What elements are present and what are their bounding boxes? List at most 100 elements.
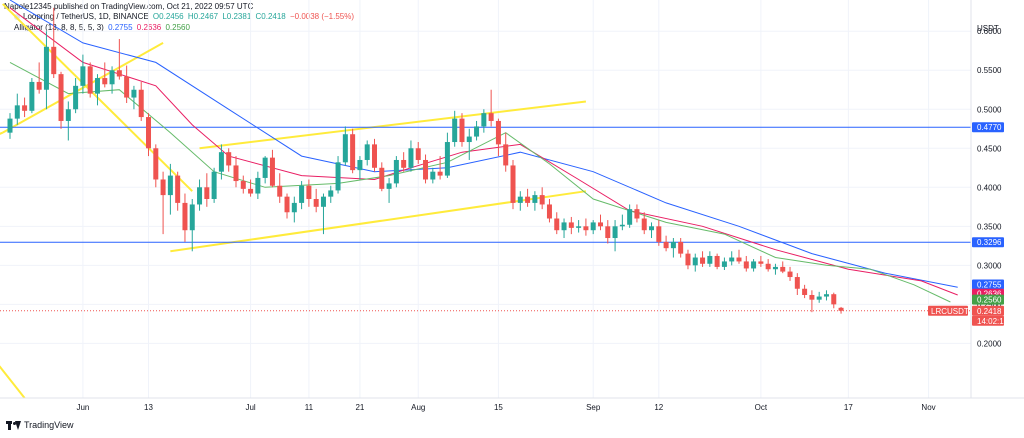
candle-body: [459, 118, 465, 143]
y-tick-label: 0.2500: [977, 300, 1002, 309]
candle-body: [167, 175, 173, 196]
candle-body: [751, 261, 757, 269]
low-value: L0.2381: [222, 12, 252, 21]
axis-currency: USDT: [977, 24, 999, 33]
candle-body: [576, 226, 582, 228]
candle-body: [743, 261, 749, 269]
candle-body: [780, 266, 786, 272]
candle-body: [284, 196, 290, 213]
candle-body: [823, 294, 829, 297]
x-tick-label: 17: [844, 403, 853, 412]
y-tick-label: 0.4000: [977, 183, 1002, 192]
candle-body: [277, 185, 283, 197]
candle-body: [619, 224, 625, 227]
candle-body: [233, 165, 239, 182]
candle-body: [641, 218, 647, 231]
price-axis-bg: [971, 0, 1024, 398]
candle-body: [189, 204, 195, 231]
change-value: −0.0038 (−1.55%): [289, 12, 355, 21]
alligator-jaw: [9, 0, 958, 288]
candle-body: [729, 257, 735, 262]
candle-body: [306, 185, 312, 199]
candle-body: [430, 171, 436, 180]
candle-body: [663, 241, 669, 249]
candle-body: [80, 66, 86, 86]
candle-body: [94, 78, 100, 94]
candle-body: [678, 241, 684, 254]
x-tick-label: 11: [305, 403, 314, 412]
candle-body: [240, 181, 246, 189]
x-tick-label: Nov: [921, 403, 935, 412]
candle-body: [590, 222, 596, 231]
price-tag-label: 0.3296: [977, 238, 1002, 247]
candle-body: [539, 195, 545, 205]
candle-body: [670, 241, 676, 249]
candle-body: [73, 85, 79, 110]
symbol-tag-label: LRCUSDT: [931, 307, 969, 316]
candle-body: [634, 209, 640, 219]
candle-body: [627, 209, 633, 225]
candle-body: [597, 222, 603, 227]
candle-body: [313, 199, 319, 207]
candle-body: [124, 76, 130, 98]
jaw-value: 0.2755: [108, 23, 133, 32]
candle-body: [700, 257, 706, 264]
y-tick-label: 0.5000: [977, 105, 1002, 114]
candle-body: [408, 148, 414, 168]
candle-body: [364, 144, 370, 160]
candle-body: [452, 118, 458, 143]
candle-body: [320, 196, 326, 207]
candle-body: [765, 263, 771, 270]
candle-body: [437, 171, 443, 176]
tradingview-logo-icon: [6, 420, 21, 430]
x-tick-label: 15: [494, 403, 503, 412]
price-tag: [972, 122, 1004, 133]
price-tag-label: 0.4770: [977, 123, 1002, 132]
candle-body: [262, 157, 268, 178]
candle-body: [116, 70, 122, 77]
candle-body: [816, 296, 822, 300]
price-tag-label: 0.2418: [977, 307, 1002, 316]
candle-body: [299, 185, 305, 203]
candle-body: [379, 167, 385, 189]
candle-body: [444, 142, 450, 176]
trendline: [0, 131, 4, 135]
x-tick-label: 13: [144, 403, 153, 412]
candle-body: [211, 171, 217, 199]
symbol-tag: [928, 305, 968, 316]
candle-body: [350, 134, 356, 171]
candle-body: [772, 266, 778, 270]
countdown-tag: [972, 315, 1004, 326]
candle-body: [58, 74, 64, 121]
candle-body: [532, 195, 538, 203]
candle-body: [423, 159, 429, 180]
candle-body: [393, 159, 399, 184]
candle-body: [335, 162, 341, 191]
candle-body: [182, 202, 188, 231]
price-tag: [972, 305, 1004, 316]
candle-body: [291, 202, 297, 213]
candle-body: [197, 187, 203, 205]
candle-body: [401, 159, 407, 168]
countdown-label: 14:02:13: [977, 317, 1009, 326]
symbol-name: Loopring / TetherUS, 1D, BINANCE: [23, 12, 149, 21]
x-tick-label: Aug: [411, 403, 425, 412]
candle-body: [175, 175, 181, 203]
time-axis: Jun 13 Jul 11 21 Aug 15 Sep 12 Oct 17 Nov: [0, 397, 1024, 412]
candle-body: [707, 255, 713, 264]
y-tick-label: 0.3000: [977, 261, 1002, 270]
candle-body: [583, 226, 589, 231]
grid: [0, 0, 971, 398]
candle-body: [809, 294, 815, 300]
candle-body: [692, 257, 698, 266]
candle-body: [14, 105, 20, 119]
candle-body: [481, 113, 487, 127]
candle-body: [7, 118, 13, 133]
candle-body: [248, 188, 254, 194]
x-tick-label: Sep: [586, 403, 601, 412]
candle-body: [488, 113, 494, 121]
candle-body: [255, 177, 261, 194]
